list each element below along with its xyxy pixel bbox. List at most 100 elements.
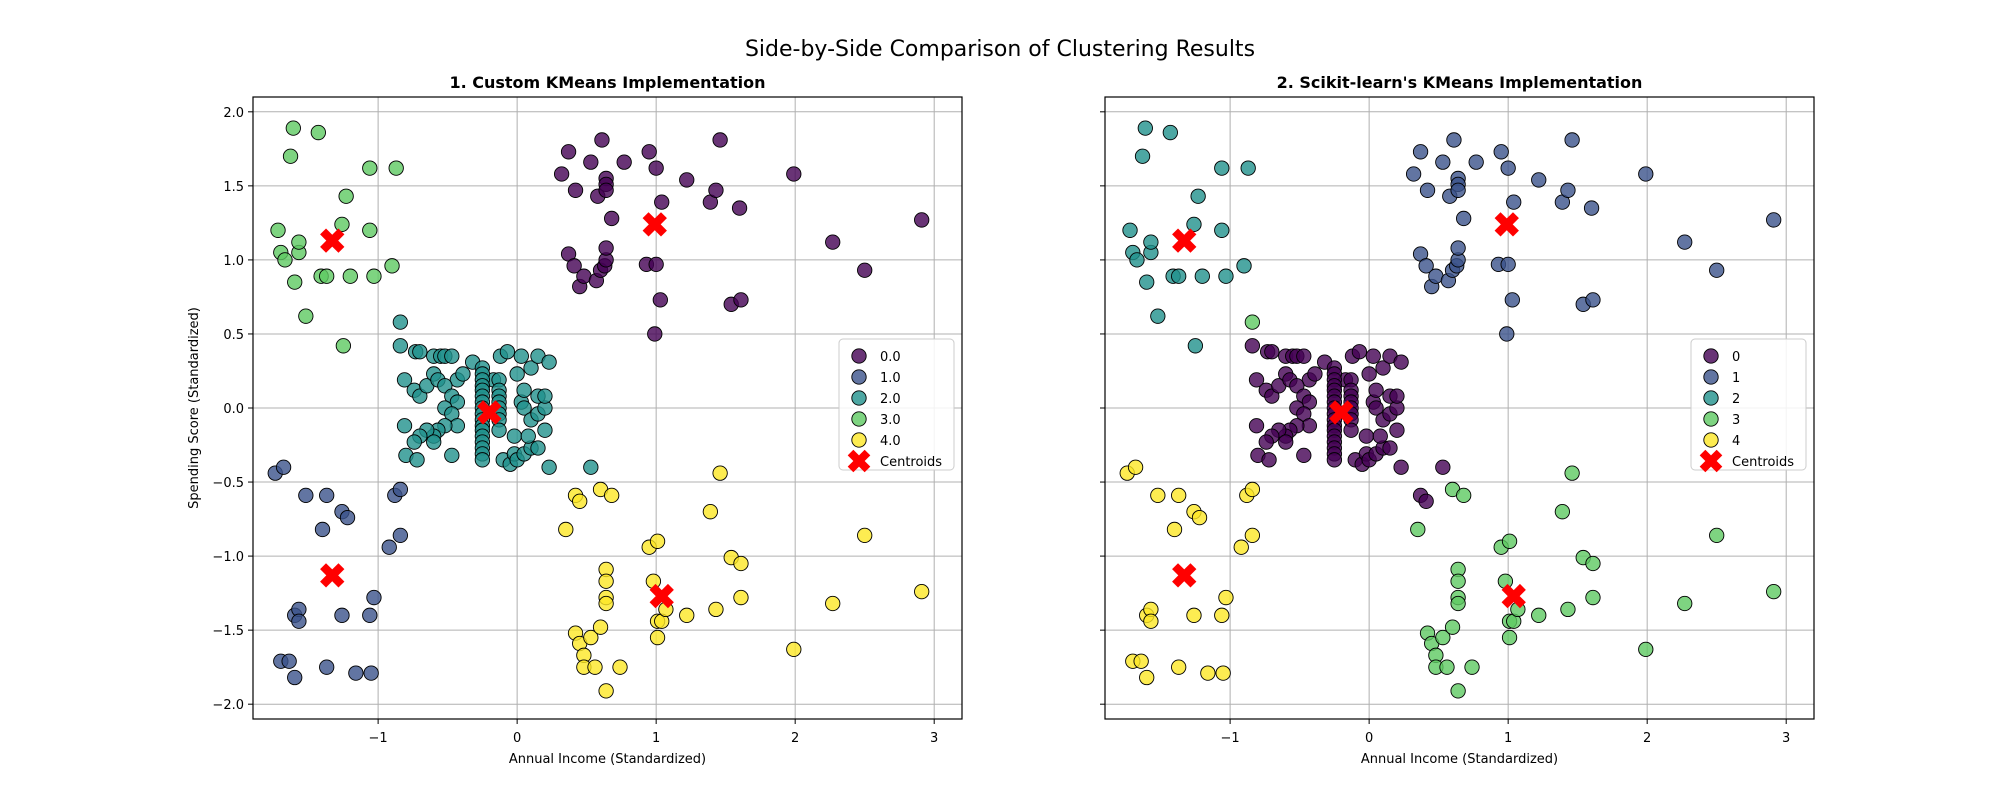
data-point (1233, 539, 1249, 555)
data-point (1444, 619, 1461, 635)
data-point (825, 234, 841, 250)
data-point (1638, 166, 1654, 182)
data-point (1139, 274, 1155, 290)
x-tick-label: 0 (1365, 731, 1373, 746)
data-point (298, 308, 314, 324)
data-point (1468, 154, 1484, 170)
data-point (285, 120, 301, 136)
data-point (572, 493, 588, 509)
data-point (396, 372, 413, 388)
data-point (1261, 452, 1277, 468)
data-point (1501, 629, 1518, 646)
data-point (520, 428, 536, 444)
data-point (857, 262, 873, 278)
data-point (506, 428, 523, 444)
legend-label: 2.0 (880, 392, 901, 407)
data-point (287, 274, 303, 290)
data-point (1127, 459, 1144, 475)
data-point (1499, 326, 1515, 342)
data-point (1418, 493, 1434, 509)
data-point (1412, 144, 1429, 160)
data-point (1143, 613, 1159, 629)
data-point (1410, 521, 1426, 538)
subplot-title: 2. Scikit-learn's KMeans Implementation (1277, 73, 1643, 92)
legend-marker (851, 411, 867, 427)
data-point (1214, 222, 1230, 238)
data-point (1194, 268, 1210, 284)
legend-box (838, 338, 955, 471)
data-point (409, 452, 425, 468)
data-point (583, 629, 599, 646)
data-point (857, 527, 873, 544)
data-point (319, 659, 335, 675)
data-point (647, 326, 663, 342)
legend-marker (1703, 348, 1719, 364)
data-point (733, 589, 749, 606)
data-point (649, 533, 666, 549)
data-point (1766, 212, 1782, 228)
x-tick-label: 2 (1643, 731, 1651, 746)
data-point (1450, 683, 1466, 699)
data-point (587, 659, 603, 675)
y-tick-label: 0.0 (223, 402, 244, 417)
data-point (583, 459, 599, 475)
figure-suptitle: Side-by-Side Comparison of Clustering Re… (745, 37, 1255, 62)
data-point (1244, 338, 1261, 354)
data-point (1307, 366, 1323, 382)
data-point (598, 595, 614, 612)
x-tick-label: −1 (369, 731, 388, 746)
data-point (1375, 360, 1391, 376)
data-point (1393, 354, 1409, 370)
data-point (1218, 589, 1234, 606)
data-point (277, 252, 293, 268)
data-point (1677, 234, 1693, 250)
data-point (1382, 440, 1398, 456)
data-point (1244, 481, 1261, 498)
y-tick-label: −2.0 (212, 698, 244, 713)
legend: 0.0 1.0 2.0 3.0 4.0 Centroids (838, 338, 955, 473)
data-point (275, 459, 292, 475)
data-point (1214, 160, 1230, 176)
data-point (708, 601, 724, 618)
data-point (339, 509, 356, 526)
data-point (731, 200, 748, 216)
data-point (1501, 533, 1518, 549)
data-point (1143, 234, 1159, 250)
data-point (1368, 400, 1384, 416)
data-point (348, 665, 364, 681)
data-point (1150, 308, 1166, 324)
data-point (914, 583, 930, 600)
data-point (541, 459, 557, 475)
legend-marker (851, 432, 867, 448)
data-point (594, 132, 610, 148)
y-tick-label: −0.5 (212, 476, 244, 491)
centroid-marker (477, 400, 502, 425)
data-point (1133, 653, 1149, 669)
data-point (648, 160, 664, 176)
data-point (1200, 665, 1216, 681)
data-point (426, 434, 442, 450)
data-point (914, 212, 930, 228)
data-point (1389, 422, 1405, 438)
data-point (652, 292, 668, 308)
data-point (1244, 314, 1261, 330)
legend-label: 0.0 (880, 350, 901, 365)
data-point (1464, 659, 1480, 675)
data-point (786, 641, 802, 658)
data-point (523, 360, 539, 376)
data-point (474, 452, 491, 468)
data-point (537, 422, 553, 438)
data-point (1419, 182, 1436, 198)
x-tick-label: 2 (791, 731, 799, 746)
data-point (1450, 573, 1466, 589)
data-point (1162, 124, 1178, 141)
data-point (1638, 641, 1654, 658)
data-point (712, 465, 728, 481)
data-point (1258, 434, 1274, 450)
data-point (392, 338, 409, 354)
legend-label: 4.0 (880, 434, 901, 449)
legend-label: 3.0 (880, 413, 901, 428)
data-point (1296, 447, 1312, 464)
centroid-marker (1329, 400, 1354, 425)
data-point (338, 188, 354, 204)
